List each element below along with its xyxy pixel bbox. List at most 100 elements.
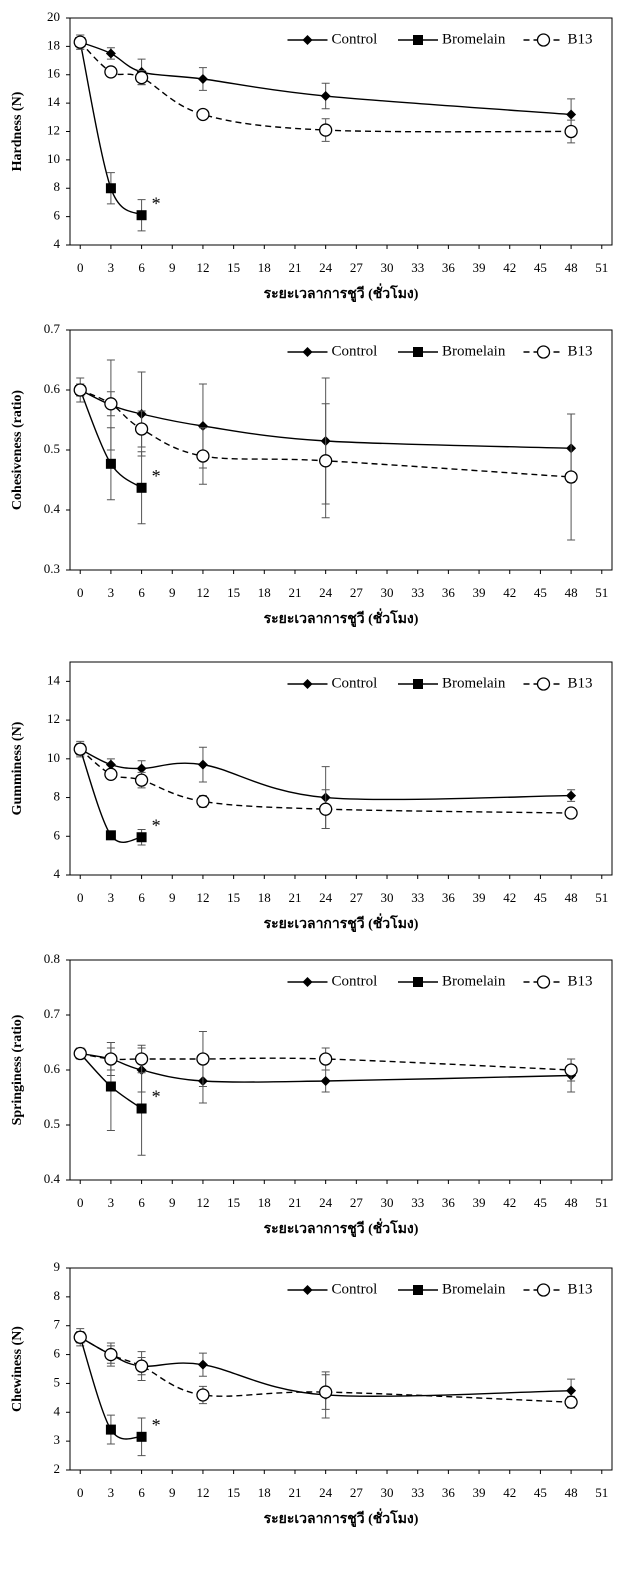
legend-label: Bromelain xyxy=(442,973,506,989)
marker xyxy=(106,183,116,193)
x-tick-label: 9 xyxy=(169,1485,176,1500)
y-tick-label: 12 xyxy=(47,711,60,726)
x-tick-label: 24 xyxy=(319,890,333,905)
y-tick-label: 4 xyxy=(54,1403,61,1418)
x-tick-label: 3 xyxy=(108,260,115,275)
y-axis-title: Gumminess (N) xyxy=(10,721,25,815)
marker xyxy=(566,791,576,801)
x-tick-label: 12 xyxy=(196,260,209,275)
y-axis-title: Cohesiveness (ratio) xyxy=(10,390,25,510)
x-tick-label: 36 xyxy=(442,260,456,275)
x-tick-label: 12 xyxy=(196,1195,209,1210)
y-axis-title: Chewiness (N) xyxy=(10,1326,25,1412)
x-tick-label: 33 xyxy=(411,585,424,600)
x-tick-label: 21 xyxy=(288,1195,301,1210)
x-tick-label: 18 xyxy=(258,585,271,600)
x-axis-title: ระยะเวลาการชูวี (ชั่วโมง) xyxy=(264,1508,419,1527)
x-tick-label: 27 xyxy=(350,1195,364,1210)
marker xyxy=(74,384,86,396)
marker xyxy=(566,109,576,119)
legend-marker xyxy=(303,35,313,45)
legend-marker xyxy=(538,976,550,988)
x-tick-label: 6 xyxy=(138,1195,145,1210)
x-tick-label: 24 xyxy=(319,1485,333,1500)
annotation: * xyxy=(152,1415,161,1435)
x-tick-label: 39 xyxy=(473,1485,486,1500)
x-tick-label: 12 xyxy=(196,890,209,905)
x-tick-label: 0 xyxy=(77,260,84,275)
marker xyxy=(320,1053,332,1065)
x-tick-label: 3 xyxy=(108,1195,115,1210)
x-tick-label: 39 xyxy=(473,260,486,275)
x-tick-label: 45 xyxy=(534,890,547,905)
annotation: * xyxy=(152,193,161,213)
x-tick-label: 12 xyxy=(196,585,209,600)
x-tick-label: 9 xyxy=(169,585,176,600)
x-tick-label: 42 xyxy=(503,890,516,905)
x-tick-label: 30 xyxy=(381,260,394,275)
x-tick-label: 36 xyxy=(442,1195,456,1210)
x-tick-label: 27 xyxy=(350,890,364,905)
x-tick-label: 42 xyxy=(503,260,516,275)
annotation: * xyxy=(152,466,161,486)
x-tick-label: 45 xyxy=(534,1485,547,1500)
x-tick-label: 21 xyxy=(288,890,301,905)
y-tick-label: 10 xyxy=(47,750,60,765)
x-tick-label: 15 xyxy=(227,890,240,905)
legend-label: B13 xyxy=(568,973,593,989)
legend-label: Control xyxy=(332,343,378,359)
marker xyxy=(74,36,86,48)
x-tick-label: 9 xyxy=(169,260,176,275)
marker xyxy=(565,1064,577,1076)
x-tick-label: 42 xyxy=(503,585,516,600)
annotation: * xyxy=(152,815,161,835)
x-tick-label: 6 xyxy=(138,1485,145,1500)
x-tick-label: 21 xyxy=(288,260,301,275)
legend-marker xyxy=(538,1284,550,1296)
marker xyxy=(105,1349,117,1361)
marker xyxy=(74,1048,86,1060)
x-tick-label: 9 xyxy=(169,890,176,905)
y-tick-label: 0.4 xyxy=(44,1171,61,1186)
plot-frame xyxy=(70,662,612,875)
marker xyxy=(137,832,147,842)
legend-label: Control xyxy=(332,675,378,691)
legend-label: Bromelain xyxy=(442,343,506,359)
y-tick-label: 6 xyxy=(54,827,61,842)
x-tick-label: 39 xyxy=(473,1195,486,1210)
y-tick-label: 0.4 xyxy=(44,501,61,516)
y-tick-label: 0.7 xyxy=(44,1006,61,1021)
x-tick-label: 9 xyxy=(169,1195,176,1210)
x-tick-label: 6 xyxy=(138,585,145,600)
plot-frame xyxy=(70,960,612,1180)
marker xyxy=(197,108,209,120)
marker xyxy=(106,1082,116,1092)
plot-frame xyxy=(70,1268,612,1470)
y-tick-label: 8 xyxy=(54,789,61,804)
y-tick-label: 14 xyxy=(47,672,61,687)
legend-label: B13 xyxy=(568,1281,593,1297)
marker xyxy=(136,1053,148,1065)
marker xyxy=(106,830,116,840)
x-axis-title: ระยะเวลาการชูวี (ชั่วโมง) xyxy=(264,913,419,932)
x-tick-label: 15 xyxy=(227,585,240,600)
marker xyxy=(197,1053,209,1065)
legend-marker xyxy=(303,977,313,987)
marker xyxy=(74,743,86,755)
y-tick-label: 6 xyxy=(54,208,61,223)
marker xyxy=(566,1386,576,1396)
marker xyxy=(136,423,148,435)
x-tick-label: 30 xyxy=(381,585,394,600)
x-tick-label: 36 xyxy=(442,890,456,905)
marker xyxy=(106,1425,116,1435)
y-tick-label: 0.5 xyxy=(44,441,60,456)
legend-label: Bromelain xyxy=(442,1281,506,1297)
marker xyxy=(198,74,208,84)
legend-marker xyxy=(413,35,423,45)
marker xyxy=(198,1360,208,1370)
x-tick-label: 24 xyxy=(319,585,333,600)
y-tick-label: 5 xyxy=(54,1374,61,1389)
marker xyxy=(74,1331,86,1343)
y-tick-label: 18 xyxy=(47,37,60,52)
legend-label: Control xyxy=(332,1281,378,1297)
